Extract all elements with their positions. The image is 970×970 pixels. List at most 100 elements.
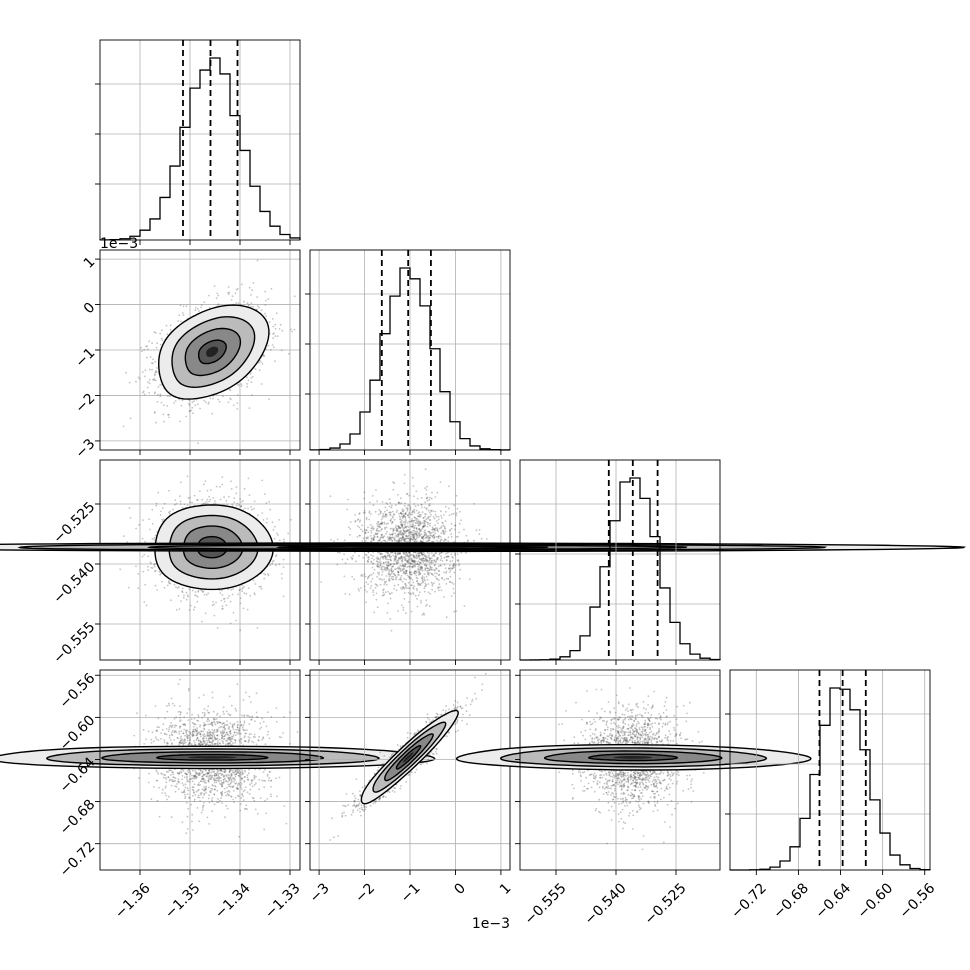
sample-point bbox=[486, 538, 488, 540]
sample-point bbox=[151, 508, 154, 511]
histogram-step-1 bbox=[309, 267, 511, 451]
sample-point bbox=[418, 563, 421, 566]
sample-point bbox=[145, 604, 148, 607]
sample-point bbox=[426, 499, 429, 502]
sample-point bbox=[175, 586, 177, 588]
sample-point bbox=[425, 507, 428, 510]
sample-point bbox=[393, 482, 396, 485]
sample-point bbox=[363, 497, 366, 500]
sample-point bbox=[459, 510, 461, 513]
sample-point bbox=[146, 348, 149, 351]
sample-point bbox=[188, 609, 191, 611]
sample-point bbox=[383, 521, 386, 524]
sample-point bbox=[195, 594, 198, 597]
sample-point bbox=[359, 519, 362, 522]
sample-point bbox=[421, 528, 424, 530]
sample-point bbox=[434, 510, 437, 513]
sample-point bbox=[427, 509, 430, 512]
sample-point bbox=[172, 508, 174, 511]
sample-point bbox=[178, 314, 181, 316]
sample-point bbox=[195, 306, 197, 309]
sample-point bbox=[333, 540, 335, 543]
sample-point bbox=[225, 604, 228, 607]
sample-point bbox=[440, 532, 443, 535]
sample-point bbox=[203, 593, 206, 596]
histogram-panel-1 bbox=[305, 249, 511, 455]
sample-point bbox=[458, 531, 461, 534]
sample-point bbox=[420, 503, 423, 506]
sample-point bbox=[191, 501, 193, 504]
sample-point bbox=[154, 379, 157, 382]
sample-point bbox=[443, 563, 446, 566]
sample-point bbox=[370, 537, 373, 539]
sample-point bbox=[368, 501, 371, 504]
sample-point bbox=[208, 495, 211, 498]
sample-point bbox=[411, 563, 414, 565]
sample-point bbox=[185, 305, 188, 308]
sample-point bbox=[208, 401, 211, 404]
sample-point bbox=[266, 517, 268, 520]
sample-point bbox=[445, 616, 448, 619]
sample-point bbox=[447, 536, 450, 539]
sample-point bbox=[161, 580, 164, 583]
sample-point bbox=[192, 412, 194, 415]
sample-point bbox=[385, 569, 387, 572]
sample-point bbox=[142, 570, 145, 573]
sample-point bbox=[154, 331, 157, 334]
sample-point bbox=[233, 501, 236, 504]
sample-point bbox=[406, 566, 409, 568]
scatter-panel-2-1 bbox=[0, 459, 966, 665]
sample-point bbox=[426, 569, 429, 572]
sample-point bbox=[154, 584, 157, 587]
sample-point bbox=[280, 349, 283, 352]
sample-point bbox=[181, 506, 184, 509]
sample-point bbox=[439, 481, 442, 483]
sample-point bbox=[207, 294, 210, 297]
sample-point bbox=[367, 583, 369, 586]
sample-point bbox=[434, 496, 437, 498]
sample-point bbox=[407, 516, 410, 519]
sample-point bbox=[182, 312, 184, 314]
sample-point bbox=[232, 588, 234, 590]
sample-point bbox=[389, 597, 392, 600]
sample-point bbox=[400, 574, 403, 577]
sample-point bbox=[159, 514, 162, 516]
sample-point bbox=[389, 592, 391, 595]
sample-point bbox=[151, 537, 154, 540]
sample-point bbox=[397, 583, 400, 586]
sample-point bbox=[153, 411, 156, 413]
sample-point bbox=[161, 339, 164, 342]
sample-point bbox=[417, 584, 420, 586]
sample-point bbox=[356, 536, 359, 538]
sample-point bbox=[159, 384, 161, 386]
sample-point bbox=[252, 305, 255, 308]
sample-point bbox=[336, 538, 339, 541]
sample-point bbox=[246, 302, 249, 305]
sample-point bbox=[374, 533, 377, 536]
sample-point bbox=[450, 513, 453, 516]
sample-point bbox=[211, 397, 214, 400]
sample-point bbox=[200, 304, 203, 307]
sample-point bbox=[421, 582, 423, 585]
sample-point bbox=[122, 425, 125, 428]
sample-point bbox=[376, 500, 378, 503]
sample-point bbox=[375, 529, 378, 532]
sample-point bbox=[204, 612, 207, 615]
sample-point bbox=[135, 527, 138, 530]
sample-point bbox=[414, 524, 417, 527]
sample-point bbox=[152, 378, 154, 381]
sample-point bbox=[163, 502, 166, 505]
sample-point bbox=[229, 389, 232, 391]
sample-point bbox=[152, 358, 155, 361]
sample-point bbox=[237, 593, 240, 596]
sample-point bbox=[272, 346, 275, 349]
sample-point bbox=[151, 362, 154, 365]
sample-point bbox=[151, 522, 154, 525]
sample-point bbox=[358, 555, 360, 557]
sample-point bbox=[276, 532, 278, 535]
sample-point bbox=[179, 481, 182, 484]
sample-point bbox=[143, 348, 146, 351]
sample-point bbox=[246, 376, 248, 379]
sample-point bbox=[436, 572, 438, 575]
sample-point bbox=[138, 523, 140, 526]
